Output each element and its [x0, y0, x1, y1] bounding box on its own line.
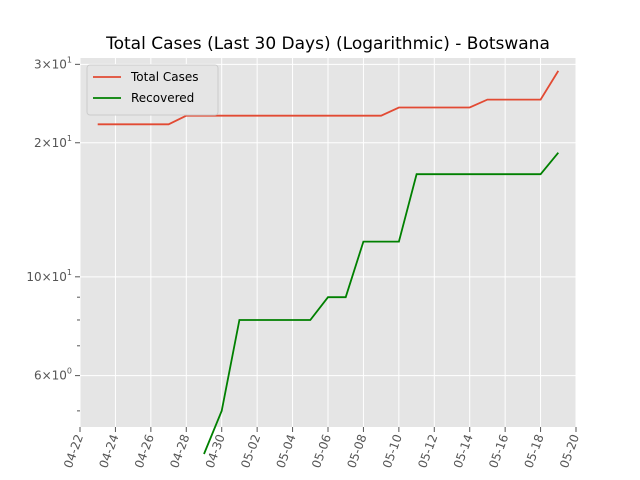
legend: Total Cases Recovered [86, 64, 219, 116]
chart-title: Total Cases (Last 30 Days) (Logarithmic)… [105, 34, 550, 54]
grid-lines [79, 58, 577, 427]
y-tick-label: 10×101 [26, 268, 72, 284]
y-axis: 6×100 10×101 2×101 3×101 [26, 55, 80, 412]
y-tick-label: 3×101 [34, 55, 72, 71]
series-line [203, 152, 559, 455]
legend-label: Recovered [131, 91, 194, 105]
y-tick-label: 2×101 [34, 134, 72, 150]
legend-label: Total Cases [130, 70, 198, 84]
y-tick-label: 6×100 [34, 367, 72, 383]
series-line [97, 70, 560, 126]
series-lines [97, 70, 560, 455]
